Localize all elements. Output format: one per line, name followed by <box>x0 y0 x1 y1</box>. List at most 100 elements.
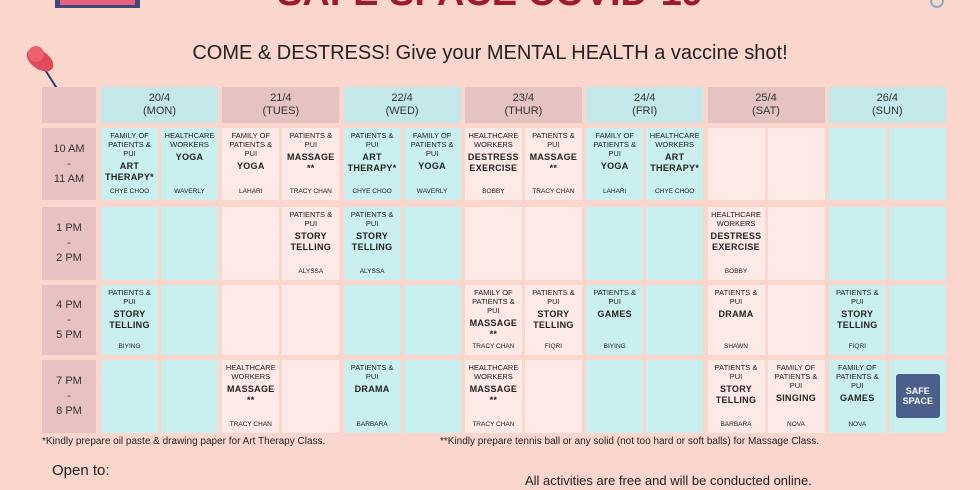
instructor: SHAWN <box>724 343 748 350</box>
time-part: - <box>67 313 71 326</box>
audience: PATIENTS & PUI <box>714 288 758 306</box>
day: (FRI) <box>632 105 658 117</box>
instructor: TRACY CHAN <box>229 421 272 428</box>
slot: HEALTHCARE WORKERS MASSAGE ** TRACY CHAN <box>222 360 280 433</box>
time-part: 7 PM <box>56 375 82 387</box>
day: (SUN) <box>872 105 903 117</box>
audience: PATIENTS & PUI <box>350 131 394 149</box>
activity: SINGING <box>775 393 817 403</box>
slot: HEALTHCARE WORKERS DESTRESS EXERCISE BOBBY <box>707 207 765 280</box>
slot: PATIENTS & PUI GAMES BIYING <box>586 285 644 355</box>
open-to: Open to: <box>52 462 110 479</box>
audience: PATIENTS & PUI <box>532 131 575 149</box>
day-header: 20/4 (MON) <box>101 87 218 123</box>
activity: DESTRESS EXERCISE <box>710 231 762 252</box>
circle-icon <box>930 0 944 8</box>
slot <box>161 360 218 433</box>
title: SAFE SPACE COVID-19 <box>0 0 980 15</box>
day: (MON) <box>143 105 176 117</box>
time: 1 PM - 2 PM <box>42 207 96 280</box>
audience: PATIENTS & PUI <box>350 363 394 381</box>
slot <box>888 128 946 200</box>
slot <box>586 360 644 433</box>
slot <box>707 128 765 200</box>
instructor: BOBBY <box>724 268 748 275</box>
logo: SAFE SPACE <box>895 374 940 418</box>
slot <box>101 207 158 280</box>
activity: DRAMA <box>718 309 754 319</box>
time-part: 5 PM <box>56 328 82 341</box>
instructor: TRACY CHAN <box>289 188 332 195</box>
audience: HEALTHCARE WORKERS <box>225 363 276 381</box>
audience: FAMILY OF PATIENTS & PUI <box>229 131 273 158</box>
audience: PATIENTS & PUI <box>593 288 637 306</box>
slot <box>222 207 280 280</box>
slot <box>403 360 461 433</box>
slot: PATIENTS & PUI MASSAGE ** TRACY CHAN <box>524 128 582 200</box>
day: (TUES) <box>262 105 300 117</box>
audience: PATIENTS & PUI <box>350 210 394 228</box>
slot: FAMILY OF PATIENTS & PUI YOGA LAHARI <box>222 128 280 200</box>
slot: FAMILY OF PATIENTS & PUI ART THERAPY* CHYE… <box>101 128 158 200</box>
audience: PATIENTS & PUI <box>108 288 151 306</box>
date: 24/4 <box>633 92 656 104</box>
date: 26/4 <box>876 92 898 104</box>
note: *Kindly prepare oil paste & drawing pape… <box>42 436 326 447</box>
instructor: CHYE CHOO <box>352 188 392 195</box>
activity: STORY TELLING <box>533 309 574 330</box>
instructor: TRACY CHAN <box>532 188 575 195</box>
slot <box>282 285 340 355</box>
slot <box>828 207 886 280</box>
time-part: 8 PM <box>56 405 82 417</box>
slot <box>464 207 522 280</box>
slot: HEALTHCARE WORKERS ART THERAPY* CHYE CHOO <box>646 128 704 200</box>
activity: YOGA <box>418 161 446 171</box>
activity: MASSAGE ** <box>469 384 518 405</box>
time-part: 4 PM <box>56 298 82 311</box>
instructor: FIQRI <box>848 343 866 350</box>
slot: PATIENTS & PUI DRAMA SHAWN <box>707 285 765 355</box>
instructor: BARBARA <box>356 421 388 428</box>
day-header: 23/4 (THUR) <box>464 87 582 123</box>
slot: SAFE SPACE <box>888 360 946 433</box>
slot <box>646 285 704 355</box>
time-part: 1 PM <box>56 222 82 234</box>
activity: STORY TELLING <box>109 309 150 330</box>
time-part: - <box>67 157 71 170</box>
slot <box>586 207 644 280</box>
slot: FAMILY OF PATIENTS & PUI GAMES NOVA <box>828 360 886 433</box>
activity: GAMES <box>840 393 875 403</box>
audience: PATIENTS & PUI <box>714 363 758 381</box>
instructor: CHYE CHOO <box>109 188 150 195</box>
activity: MASSAGE ** <box>226 384 275 405</box>
day-header: 22/4 (WED) <box>343 87 461 123</box>
slot <box>403 285 461 355</box>
audience: FAMILY OF PATIENTS & PUI <box>835 363 879 390</box>
audience: FAMILY OF PATIENTS & PUI <box>472 288 515 315</box>
slot: FAMILY OF PATIENTS & PUI YOGA WAVERLY <box>403 128 461 200</box>
audience: PATIENTS & PUI <box>835 288 879 306</box>
day: (THUR) <box>504 105 543 117</box>
activity: YOGA <box>175 152 204 162</box>
activity: DRAMA <box>354 384 390 394</box>
slot <box>767 207 825 280</box>
slot <box>524 360 582 433</box>
instructor: BIYING <box>118 343 141 350</box>
slot <box>282 360 340 433</box>
date: 25/4 <box>755 92 777 104</box>
time: 4 PM - 5 PM <box>42 285 96 355</box>
activity: GAMES <box>597 309 632 319</box>
slot: PATIENTS & PUI STORY TELLING BARBARA <box>707 360 765 433</box>
slot <box>222 285 280 355</box>
instructor: ALYSSA <box>359 268 385 275</box>
time-part: 10 AM <box>53 142 85 155</box>
slot <box>646 207 704 280</box>
audience: HEALTHCARE WORKERS <box>711 210 761 228</box>
audience: HEALTHCARE WORKERS <box>468 131 519 149</box>
audience: FAMILY OF PATIENTS & PUI <box>774 363 818 390</box>
activity: MASSAGE ** <box>286 152 335 173</box>
slot: PATIENTS & PUI DRAMA BARBARA <box>343 360 401 433</box>
time-part: - <box>67 237 71 249</box>
slot <box>161 207 218 280</box>
activity: DESTRESS EXERCISE <box>467 152 519 173</box>
